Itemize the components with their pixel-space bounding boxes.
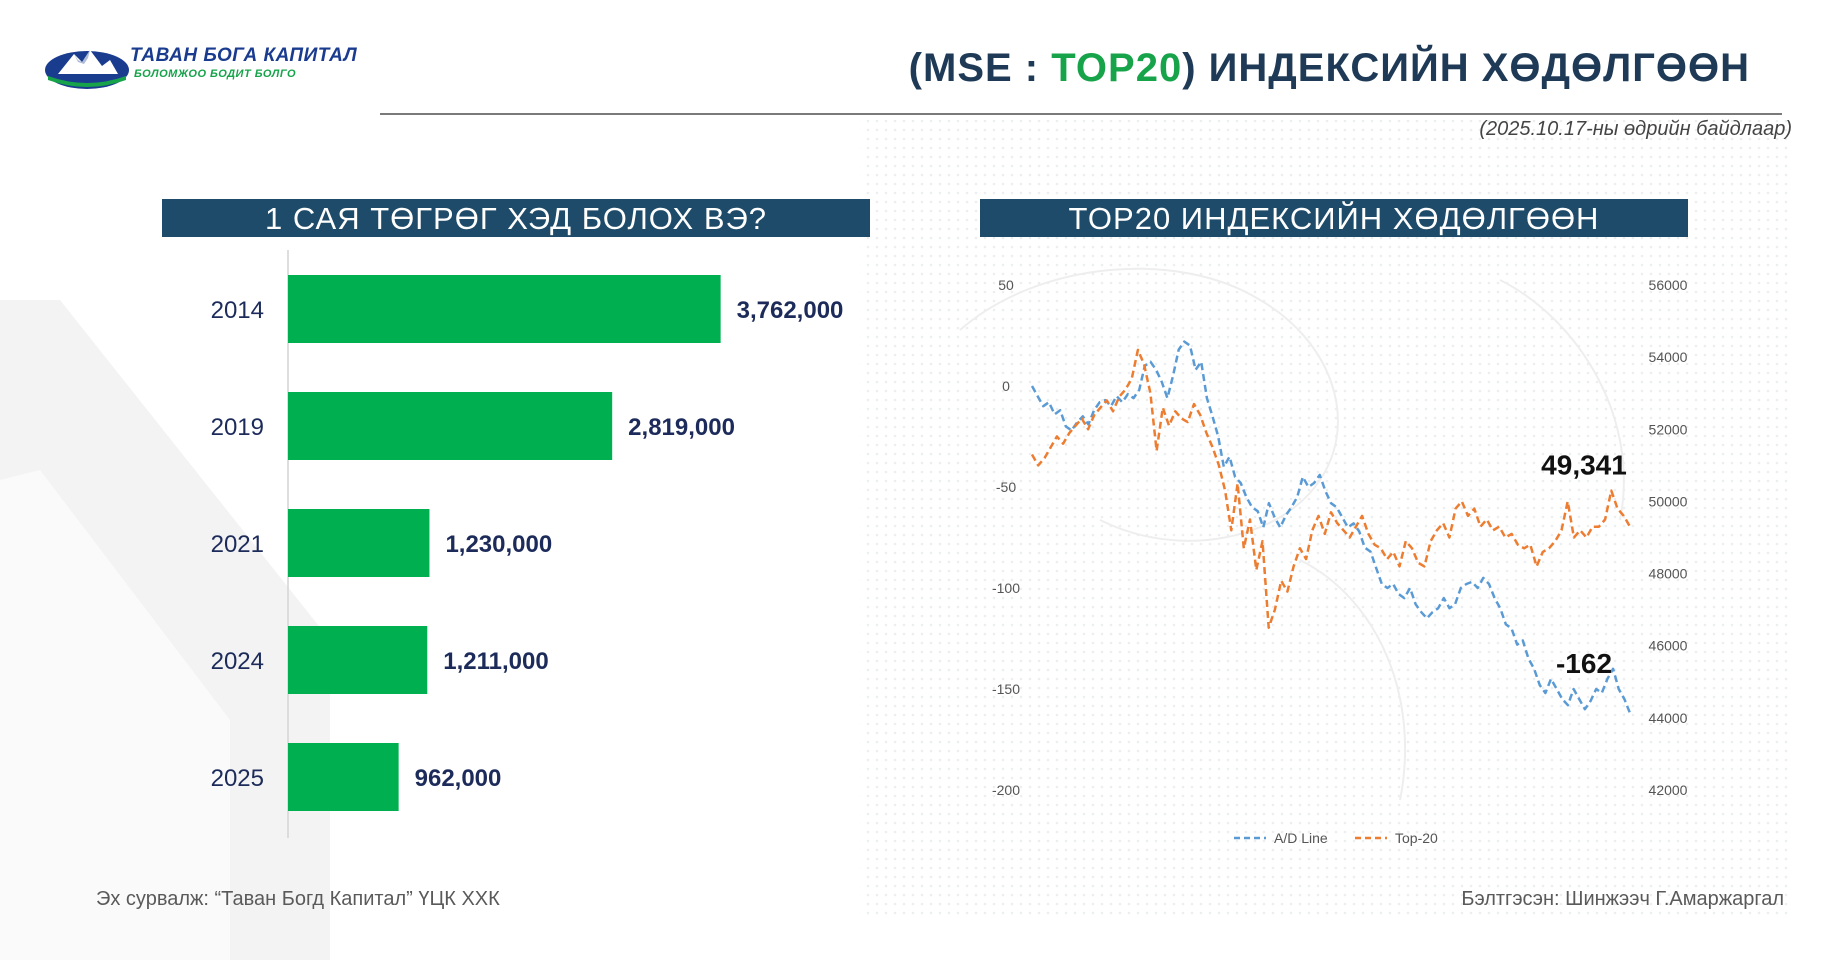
right-axis-tick-label: 54000 <box>1649 349 1688 365</box>
bar-category-label: 2021 <box>211 531 264 558</box>
bar-value-label: 3,762,000 <box>737 297 844 324</box>
company-logo[interactable]: ТАВАН БОГА КАПИТАЛ БОЛОМЖОО БОДИТ БОЛГО <box>44 44 357 94</box>
right-panel-title: TOP20 ИНДЕКСИЙН ХӨДӨЛГӨӨН <box>980 199 1688 237</box>
date-note: (2025.10.17-ны өдрийн байдлаар) <box>1479 118 1792 140</box>
right-axis-tick-label: 56000 <box>1649 277 1688 293</box>
left-axis-tick-label: 50 <box>998 277 1014 293</box>
left-axis-tick-label: -150 <box>992 681 1020 697</box>
page-title-accent: TOP20 <box>1051 46 1183 90</box>
bar-category-label: 2019 <box>211 414 264 441</box>
bar-value-label: 1,230,000 <box>445 531 552 558</box>
bar <box>288 626 428 694</box>
bar-value-label: 962,000 <box>415 765 502 792</box>
legend-label: Top-20 <box>1395 830 1438 846</box>
bar-value-label: 1,211,000 <box>443 648 548 675</box>
bar-category-label: 2014 <box>211 297 264 324</box>
background-dotted-map <box>860 120 1790 920</box>
legend-label: A/D Line <box>1274 830 1328 846</box>
source-note: Эх сурвалж: “Таван Богд Капитал” ҮЦК ХХК <box>96 888 500 910</box>
background-map-outline <box>959 267 1625 801</box>
right-axis-tick-label: 44000 <box>1649 710 1688 726</box>
bar <box>288 275 721 343</box>
right-axis-tick-label: 48000 <box>1649 566 1688 582</box>
right-axis-tick-label: 50000 <box>1649 493 1688 509</box>
bar <box>288 392 613 460</box>
right-axis-tick-label: 46000 <box>1649 638 1688 654</box>
left-axis-tick-label: -100 <box>992 580 1020 596</box>
title-divider <box>380 113 1782 115</box>
top20-series <box>1030 348 1632 629</box>
author-note: Бэлтгэсэн: Шинжээч Г.Амаржаргал <box>1461 888 1784 910</box>
logo-slogan: БОЛОМЖОО БОДИТ БОЛГО <box>134 68 297 80</box>
left-axis-tick-label: 0 <box>1002 378 1010 394</box>
page-title: (MSE : TOP20) ИНДЕКСИЙН ХӨДӨЛГӨӨН <box>909 46 1750 91</box>
left-axis-tick-label: -50 <box>996 479 1016 495</box>
bar <box>288 509 430 577</box>
bar-category-label: 2025 <box>211 765 264 792</box>
page-title-suffix: ) ИНДЕКСИЙН ХӨДӨЛГӨӨН <box>1182 46 1750 90</box>
mountain-logo-icon <box>45 50 129 89</box>
background-chevron-shape-inner <box>0 470 230 960</box>
bar <box>288 743 399 811</box>
right-axis-tick-label: 52000 <box>1649 421 1688 437</box>
page-title-prefix: (MSE : <box>908 46 1052 90</box>
ad-line-series <box>1030 340 1632 714</box>
series-end-annotation: -162 <box>1556 648 1612 679</box>
bar-value-label: 2,819,000 <box>628 414 735 441</box>
series-end-annotation: 49,341 <box>1541 450 1627 481</box>
bar-category-label: 2024 <box>211 648 264 675</box>
logo-company-name: ТАВАН БОГА КАПИТАЛ <box>130 45 358 66</box>
left-panel-title: 1 САЯ ТӨГРӨГ ХЭД БОЛОХ ВЭ? <box>162 199 870 237</box>
right-axis-tick-label: 42000 <box>1649 782 1688 798</box>
left-axis-tick-label: -200 <box>992 782 1020 798</box>
